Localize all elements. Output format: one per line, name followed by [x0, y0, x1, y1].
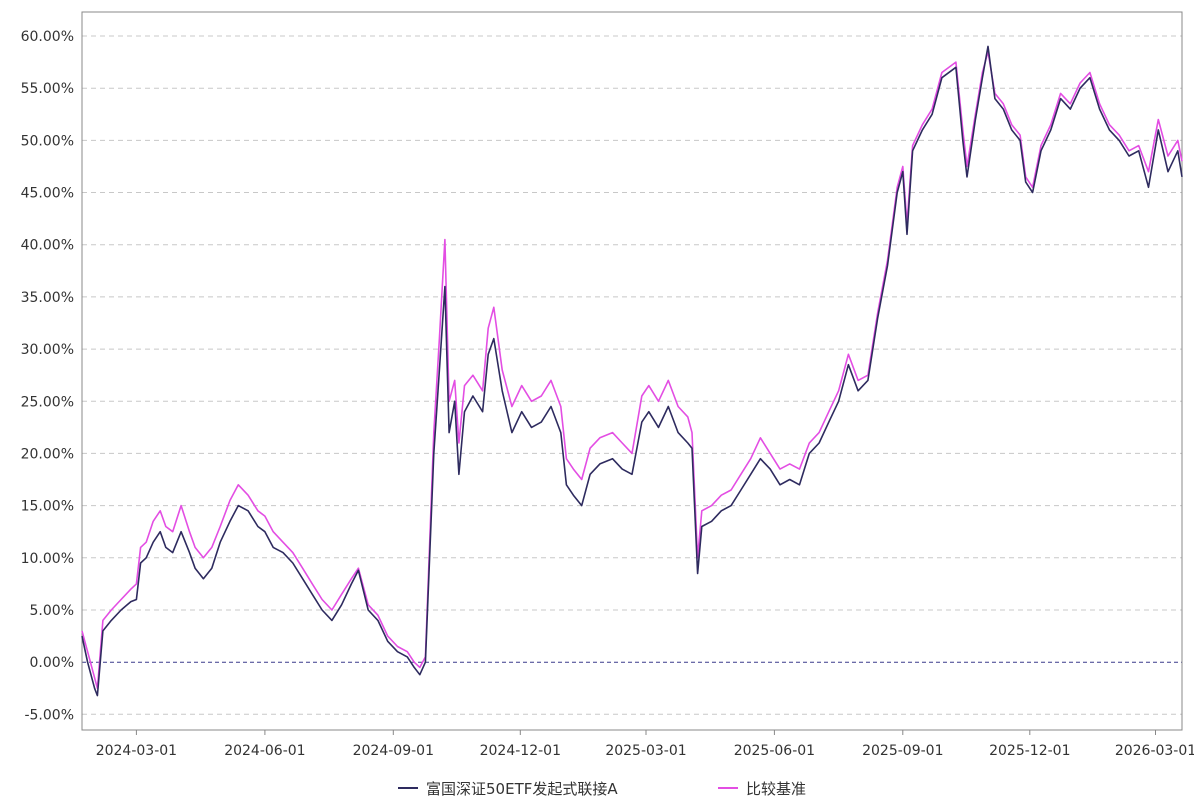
- y-tick-label: 55.00%: [21, 81, 74, 97]
- x-tick-label: 2024-03-01: [96, 743, 177, 759]
- y-tick-label: 60.00%: [21, 29, 74, 45]
- y-tick-label: 0.00%: [30, 655, 74, 671]
- x-tick-label: 2026-03-01: [1115, 743, 1194, 759]
- series-layer: [81, 45, 1183, 697]
- y-tick-label: 50.00%: [21, 133, 74, 149]
- series-line-fund: [81, 45, 1183, 697]
- y-axis: 60.00% 55.00% 50.00% 45.00% 40.00% 35.00% 30.0…: [21, 29, 74, 723]
- y-tick-label: 40.00%: [21, 238, 74, 254]
- legend[interactable]: 富国深证50ETF发起式联接A 比较基准: [398, 780, 806, 798]
- x-tick-label: 2025-12-01: [989, 743, 1070, 759]
- x-tick-label: 2025-09-01: [862, 743, 943, 759]
- x-tick-label: 2025-06-01: [734, 743, 815, 759]
- y-tick-label: 35.00%: [21, 290, 74, 306]
- y-tick-label: 25.00%: [21, 394, 74, 410]
- legend-label-benchmark: 比较基准: [746, 780, 806, 798]
- x-tick-label: 2024-12-01: [480, 743, 561, 759]
- y-tick-label: 30.00%: [21, 342, 74, 358]
- series-line-benchmark: [81, 50, 1183, 690]
- plot-frame: [81, 11, 1183, 731]
- y-tick-label: 5.00%: [30, 603, 74, 619]
- y-tick-label: 10.00%: [21, 551, 74, 567]
- grid-layer: [82, 35, 1182, 715]
- x-axis: 2024-03-01 2024-06-01 2024-09-01 2024-12-01…: [96, 730, 1194, 759]
- y-tick-label: 20.00%: [21, 446, 74, 462]
- x-tick-label: 2024-06-01: [224, 743, 305, 759]
- y-tick-label: 15.00%: [21, 499, 74, 515]
- y-tick-label: -5.00%: [24, 707, 74, 723]
- x-tick-label: 2024-09-01: [353, 743, 434, 759]
- y-tick-label: 45.00%: [21, 186, 74, 202]
- legend-label-fund: 富国深证50ETF发起式联接A: [426, 780, 618, 798]
- x-tick-label: 2025-03-01: [605, 743, 686, 759]
